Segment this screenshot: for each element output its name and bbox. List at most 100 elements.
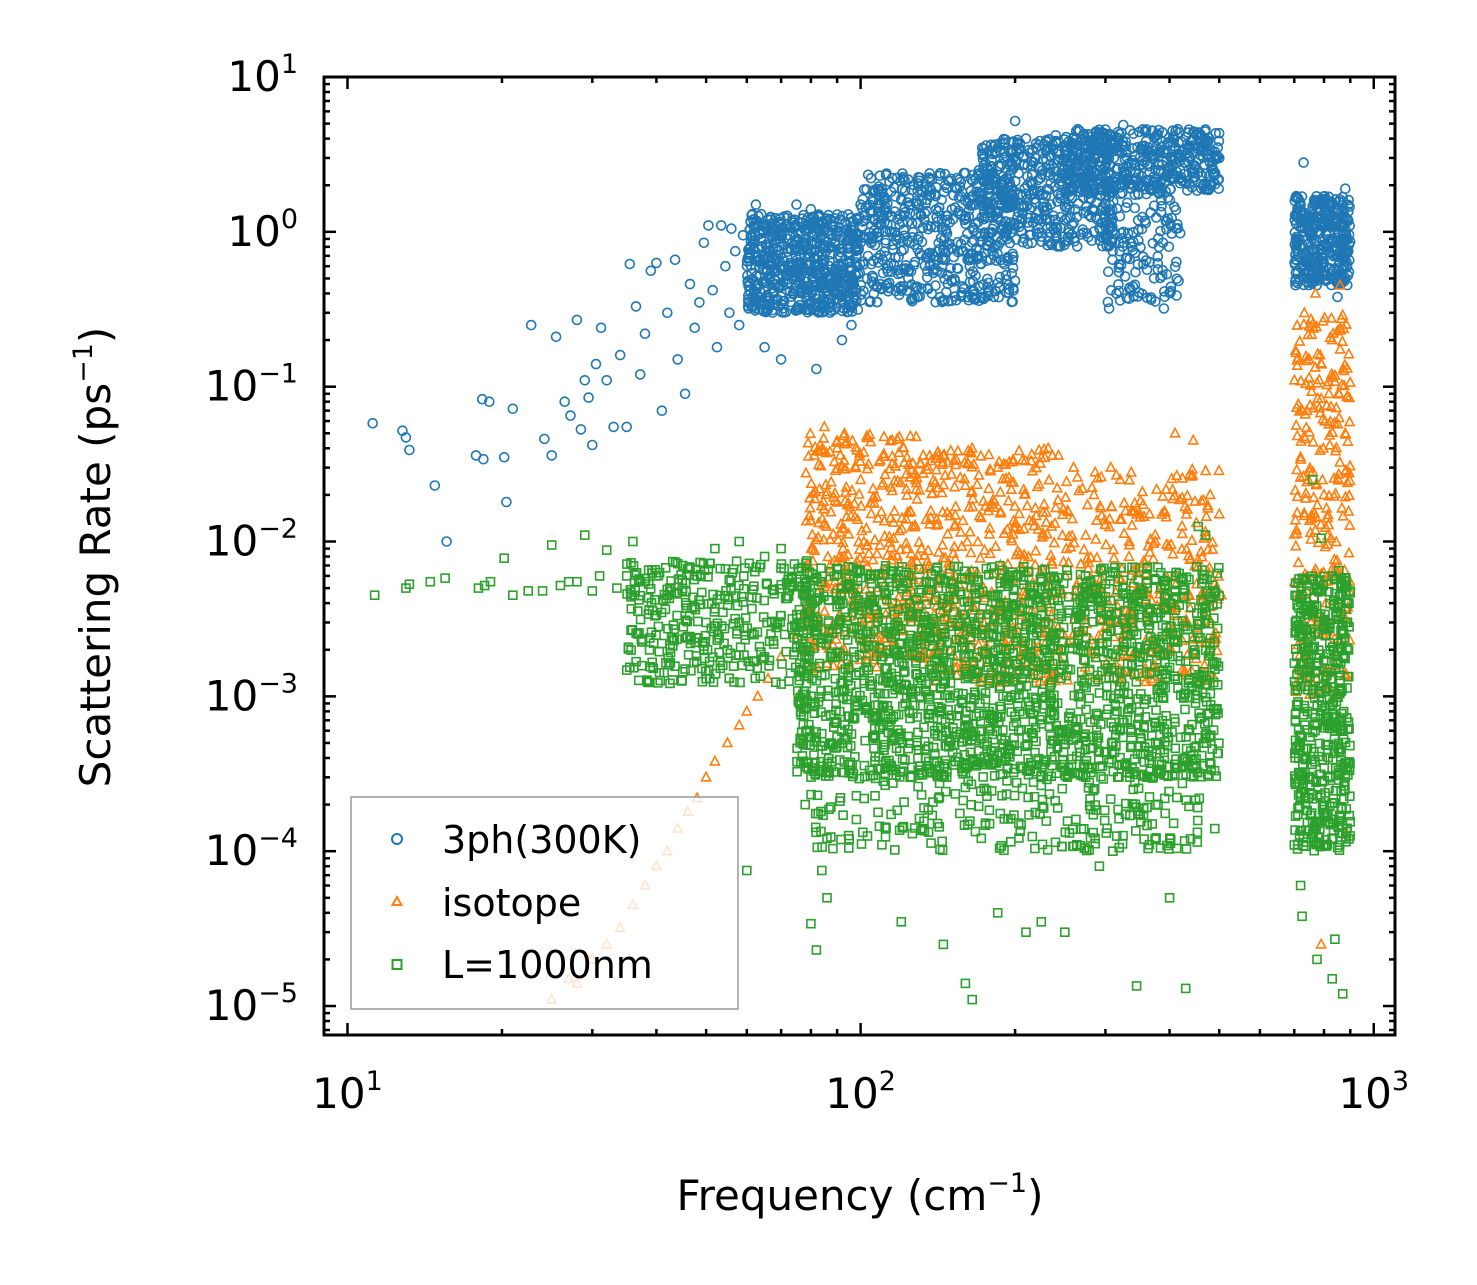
point-isotope-c1 <box>1029 544 1042 556</box>
point-3ph-300k- <box>656 405 668 417</box>
point-l-1000nm-c0 <box>754 641 765 652</box>
point-3ph-300k--c0 <box>812 233 824 244</box>
point-3ph-300k--c1 <box>994 271 1006 283</box>
point-isotope-c1 <box>961 535 974 547</box>
point-3ph-300k--c0 <box>836 264 848 276</box>
point-3ph-300k--c5 <box>1343 194 1354 206</box>
point-3ph-300k- <box>575 424 587 435</box>
point-3ph-300k--c1 <box>898 210 910 221</box>
point-isotope-c3 <box>1315 356 1327 368</box>
point-isotope-c0 <box>893 446 905 458</box>
point-3ph-300k--c4 <box>1162 192 1174 203</box>
point-isotope-c0 <box>820 446 833 458</box>
point-isotope-c1 <box>1019 487 1032 499</box>
point-isotope-c2 <box>1198 658 1211 670</box>
point-3ph-300k--c1 <box>862 169 874 181</box>
point-l-1000nm-c0 <box>710 621 720 631</box>
point-3ph-300k--c0 <box>746 301 758 313</box>
point-3ph-300k--c0 <box>836 286 847 297</box>
point-isotope-c0 <box>842 496 855 508</box>
point-3ph-300k--c0 <box>790 219 801 230</box>
point-isotope-c1 <box>973 468 985 480</box>
point-isotope-c2 <box>1160 510 1173 522</box>
point-3ph-300k--c2 <box>1096 217 1107 228</box>
point-3ph-300k--c1 <box>993 291 1005 303</box>
point-3ph-300k--c3 <box>1160 186 1171 197</box>
point-3ph-300k--c1 <box>891 172 903 184</box>
point-isotope <box>1187 433 1200 445</box>
point-3ph-300k--c2 <box>981 239 993 251</box>
point-isotope-c0 <box>818 604 831 616</box>
point-isotope-c0 <box>839 462 852 474</box>
point-3ph-300k- <box>724 307 735 319</box>
point-3ph-300k--c0 <box>815 272 827 284</box>
point-isotope-c0 <box>900 536 912 548</box>
point-3ph-300k--c3 <box>1143 142 1154 153</box>
point-isotope <box>831 441 843 453</box>
point-isotope-c3 <box>1307 321 1320 333</box>
point-isotope-c2 <box>1103 520 1116 532</box>
point-isotope-c0 <box>804 427 817 439</box>
point-3ph-300k- <box>703 220 714 231</box>
point-3ph-300k--c1 <box>971 252 983 263</box>
point-isotope-c1 <box>1052 493 1064 505</box>
point-isotope-c2 <box>1091 471 1104 483</box>
point-isotope-c0 <box>861 538 873 550</box>
point-3ph-300k--c4 <box>1132 259 1144 270</box>
point-3ph-300k--c1 <box>952 263 964 275</box>
point-3ph-300k--c1 <box>865 237 877 249</box>
point-isotope-c0 <box>910 430 923 442</box>
point-3ph-300k--c2 <box>1022 179 1033 191</box>
point-3ph-300k--c1 <box>960 218 971 230</box>
point-3ph-300k--c2 <box>1087 205 1098 216</box>
point-isotope-c0 <box>840 510 853 522</box>
point-3ph-300k--c0 <box>784 222 796 234</box>
point-3ph-300k--c1 <box>921 265 933 277</box>
point-3ph-300k--c0 <box>817 282 829 294</box>
point-isotope-c1 <box>1043 473 1055 485</box>
point-isotope-c3 <box>1291 351 1304 363</box>
point-3ph-300k--c2 <box>1024 147 1036 159</box>
point-isotope-c1 <box>941 527 954 539</box>
point-3ph-300k--c4 <box>1122 227 1134 239</box>
point-3ph-300k--c2 <box>1035 172 1047 184</box>
point-3ph-300k- <box>539 433 550 445</box>
point-3ph-300k--c0 <box>744 224 756 235</box>
point-isotope-c3 <box>1317 412 1329 424</box>
point-3ph-300k--c4 <box>1121 292 1132 304</box>
point-isotope <box>700 770 712 782</box>
point-isotope-c1 <box>1049 501 1062 513</box>
point-3ph-300k--c2 <box>1052 196 1063 207</box>
point-isotope-c2 <box>1066 512 1079 524</box>
point-isotope-c1 <box>924 504 937 516</box>
point-isotope-c3 <box>1333 387 1346 399</box>
point-isotope-c2 <box>1061 503 1074 515</box>
point-3ph-300k--c0 <box>745 260 757 271</box>
point-isotope-c1 <box>930 518 943 530</box>
point-3ph-300k--c1 <box>967 276 979 287</box>
point-3ph-300k--c2 <box>1043 184 1055 196</box>
point-isotope-c0 <box>854 551 866 563</box>
point-3ph-300k--c1 <box>896 245 907 257</box>
point-3ph-300k- <box>729 245 741 257</box>
point-isotope-c1 <box>1011 544 1024 556</box>
point-isotope <box>1088 488 1100 500</box>
point-3ph-300k--c3 <box>1210 128 1221 139</box>
point-3ph-300k--c4 <box>1125 183 1136 194</box>
point-3ph-300k--c0 <box>841 302 853 314</box>
point-l-1000nm-c0 <box>656 638 667 649</box>
point-3ph-300k--c3 <box>1213 127 1225 139</box>
point-3ph-300k--c1 <box>875 249 886 261</box>
point-isotope-c1 <box>982 482 995 494</box>
point-l-1000nm-c0 <box>750 673 761 684</box>
point-3ph-300k- <box>866 233 877 245</box>
point-3ph-300k- <box>1324 214 1335 225</box>
point-l-1000nm-c0 <box>747 592 757 602</box>
point-3ph-300k--c1 <box>924 168 935 179</box>
point-3ph-300k--c1 <box>880 169 892 181</box>
point-3ph-300k--c2 <box>1083 231 1094 243</box>
point-isotope <box>932 448 945 460</box>
point-isotope-c0 <box>896 522 908 534</box>
point-isotope-c3 <box>1305 312 1317 324</box>
point-isotope-c1 <box>983 521 996 533</box>
